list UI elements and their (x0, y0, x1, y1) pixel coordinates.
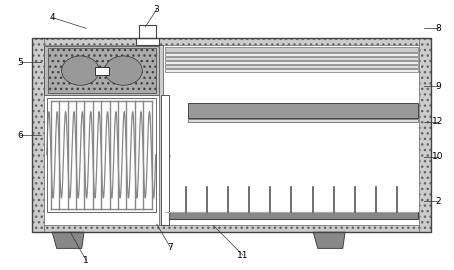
Text: 9: 9 (435, 82, 441, 91)
Bar (32, 38, 44, 232)
Bar (165, 61, 418, 64)
Text: 7: 7 (168, 242, 173, 252)
Text: 3: 3 (154, 5, 159, 14)
Bar (136, 38, 159, 45)
Bar (165, 69, 418, 72)
Polygon shape (313, 232, 345, 248)
Text: 5: 5 (18, 58, 23, 67)
Bar (161, 95, 169, 225)
Bar (44, 46, 159, 95)
Bar (48, 48, 156, 93)
Bar (165, 53, 418, 56)
Bar (419, 38, 431, 232)
Text: 4: 4 (49, 13, 55, 22)
Bar (165, 65, 418, 68)
Bar (47, 98, 156, 212)
Bar (32, 225, 431, 232)
Bar (139, 25, 156, 38)
Bar (165, 47, 418, 52)
Bar (44, 45, 419, 225)
Bar (47, 98, 156, 212)
Bar (32, 38, 431, 45)
Bar (95, 67, 109, 75)
Bar (188, 119, 418, 122)
Text: 8: 8 (435, 24, 441, 33)
Bar (165, 57, 418, 60)
Bar (165, 212, 418, 219)
Text: 10: 10 (432, 152, 444, 161)
Bar (159, 45, 163, 225)
Text: 6: 6 (18, 130, 23, 140)
Bar (32, 38, 431, 232)
Polygon shape (52, 232, 84, 248)
Text: 2: 2 (435, 197, 441, 206)
Text: 12: 12 (432, 117, 444, 126)
Bar (165, 212, 418, 213)
Text: 11: 11 (237, 251, 249, 260)
Bar (188, 103, 418, 118)
Ellipse shape (104, 56, 142, 85)
Text: 1: 1 (84, 256, 89, 265)
Ellipse shape (62, 56, 99, 85)
